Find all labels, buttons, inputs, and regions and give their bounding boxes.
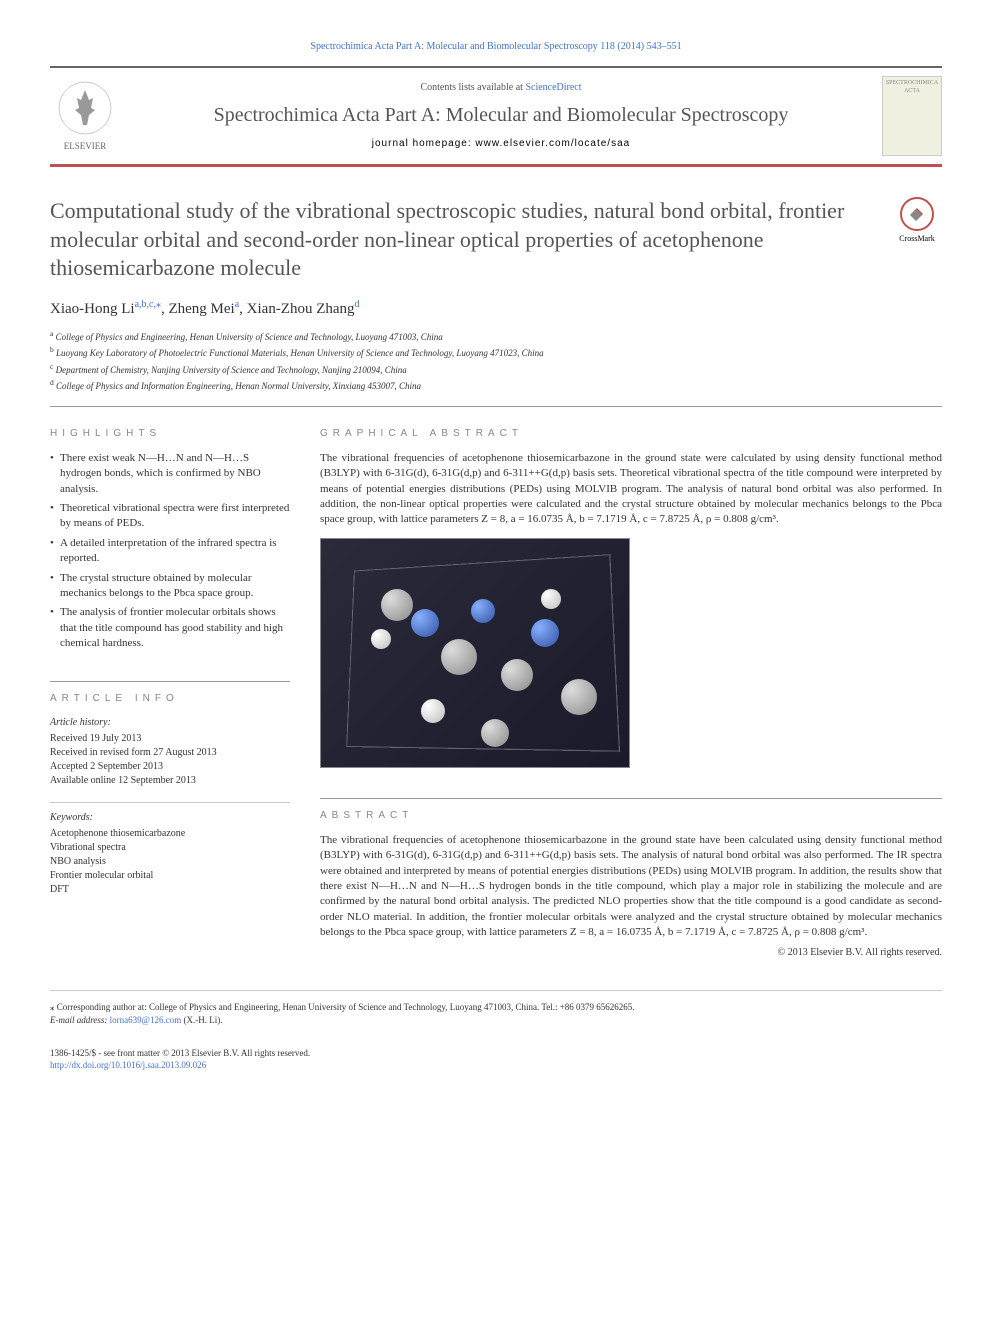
atom-blue (411, 609, 439, 637)
graphical-abstract-text: The vibrational frequencies of acetophen… (320, 451, 942, 528)
authors-line: Xiao-Hong Lia,b,c,⁎, Zheng Meia, Xian-Zh… (50, 298, 942, 320)
history-label: Article history: (50, 716, 290, 730)
header-center: Contents lists available at ScienceDirec… (120, 81, 882, 151)
history-online: Available online 12 September 2013 (50, 774, 290, 788)
journal-cover-thumbnail: SPECTROCHIMICA ACTA (882, 76, 942, 156)
graphical-abstract-image (320, 538, 630, 768)
corresponding-email-link[interactable]: lorna639@126.com (110, 1015, 182, 1025)
footer-issn: 1386-1425/$ - see front matter © 2013 El… (50, 1047, 942, 1060)
history-accepted: Accepted 2 September 2013 (50, 760, 290, 774)
corresponding-footnote: ⁎ Corresponding author at: College of Ph… (50, 990, 942, 1026)
contents-available-line: Contents lists available at ScienceDirec… (120, 81, 882, 95)
affiliation-b: b Luoyang Key Laboratory of Photoelectri… (50, 344, 942, 361)
atom-white (371, 629, 391, 649)
author-3-sup: d (355, 299, 360, 310)
crossmark-icon (900, 197, 934, 231)
contents-text: Contents lists available at (420, 82, 525, 93)
history-revised: Received in revised form 27 August 2013 (50, 746, 290, 760)
journal-homepage: journal homepage: www.elsevier.com/locat… (120, 137, 882, 151)
corresponding-text: ⁎ Corresponding author at: College of Ph… (50, 1001, 942, 1014)
abstract-text: The vibrational frequencies of acetophen… (320, 833, 942, 941)
graphical-abstract-heading: GRAPHICAL ABSTRACT (320, 427, 942, 441)
keyword: Vibrational spectra (50, 841, 290, 855)
highlights-list: There exist weak N—H…N and N—H…S hydroge… (50, 451, 290, 652)
abstract-heading: ABSTRACT (320, 809, 942, 823)
crystal-wireframe (346, 554, 620, 752)
atom-gray (481, 719, 509, 747)
affiliation-d: d College of Physics and Information Eng… (50, 377, 942, 394)
keyword: Acetophenone thiosemicarbazone (50, 827, 290, 841)
atom-blue (531, 619, 559, 647)
footer-doi-link[interactable]: http://dx.doi.org/10.1016/j.saa.2013.09.… (50, 1060, 206, 1070)
keyword: NBO analysis (50, 855, 290, 869)
atom-gray (381, 589, 413, 621)
author-1-sup: a,b,c,⁎ (135, 299, 161, 310)
highlight-item: A detailed interpretation of the infrare… (50, 536, 290, 567)
journal-header-bar: ELSEVIER Contents lists available at Sci… (50, 66, 942, 167)
atom-white (421, 699, 445, 723)
affiliation-a: a College of Physics and Engineering, He… (50, 328, 942, 345)
elsevier-tree-icon (57, 80, 113, 136)
abstract-copyright: © 2013 Elsevier B.V. All rights reserved… (320, 946, 942, 960)
article-title: Computational study of the vibrational s… (50, 197, 872, 283)
highlight-item: The analysis of frontier molecular orbit… (50, 605, 290, 651)
crossmark-badge[interactable]: CrossMark (892, 197, 942, 244)
keywords-label: Keywords: (50, 811, 290, 825)
highlight-item: Theoretical vibrational spectra were fir… (50, 501, 290, 532)
email-label: E-mail address: (50, 1015, 110, 1025)
crossmark-label: CrossMark (892, 233, 942, 244)
author-2: , Zheng Mei (161, 301, 235, 317)
author-1: Xiao-Hong Li (50, 301, 135, 317)
atom-gray (501, 659, 533, 691)
history-received: Received 19 July 2013 (50, 732, 290, 746)
journal-title: Spectrochimica Acta Part A: Molecular an… (120, 101, 882, 129)
atom-gray (561, 679, 597, 715)
author-3: , Xian-Zhou Zhang (239, 301, 354, 317)
elsevier-text: ELSEVIER (57, 140, 113, 153)
keyword: DFT (50, 883, 290, 897)
affiliation-c: c Department of Chemistry, Nanjing Unive… (50, 361, 942, 378)
affiliations: a College of Physics and Engineering, He… (50, 328, 942, 407)
atom-blue (471, 599, 495, 623)
journal-citation-link[interactable]: Spectrochimica Acta Part A: Molecular an… (50, 40, 942, 54)
atom-white (541, 589, 561, 609)
keyword: Frontier molecular orbital (50, 869, 290, 883)
email-suffix: (X.-H. Li). (181, 1015, 222, 1025)
highlight-item: The crystal structure obtained by molecu… (50, 571, 290, 602)
atom-gray (441, 639, 477, 675)
article-info-heading: ARTICLE INFO (50, 692, 290, 706)
elsevier-logo: ELSEVIER (50, 81, 120, 151)
page-footer: 1386-1425/$ - see front matter © 2013 El… (50, 1047, 942, 1072)
highlight-item: There exist weak N—H…N and N—H…S hydroge… (50, 451, 290, 497)
highlights-heading: HIGHLIGHTS (50, 427, 290, 441)
sciencedirect-link[interactable]: ScienceDirect (525, 82, 581, 93)
